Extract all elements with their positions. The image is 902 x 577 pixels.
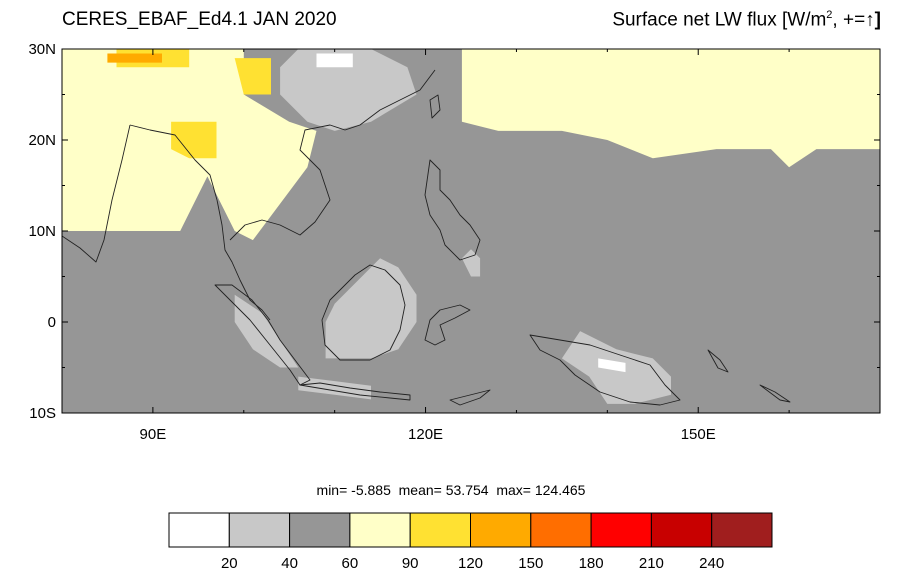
region-1	[461, 49, 880, 168]
latitude-axis: 30N 20N 10N 0 10S	[28, 41, 880, 422]
colorbar-label: 240	[699, 555, 724, 572]
colorbar-box	[168, 512, 230, 548]
coastline-sulawesi	[424, 304, 471, 346]
coastline-taiwan	[429, 94, 441, 119]
stats-min-label: min=	[316, 482, 348, 498]
colorbar-label: 20	[221, 555, 238, 572]
lat-tick-label: 30N	[28, 41, 56, 58]
lat-tick-label: 10N	[28, 223, 56, 240]
variable-title-superscript: 2	[826, 9, 833, 21]
stats-mean-value: 53.754	[445, 482, 489, 498]
colorbar-box	[711, 512, 773, 548]
colorbar-label: 90	[402, 555, 419, 572]
lon-tick-label: 120E	[408, 426, 443, 443]
colorbar-box	[349, 512, 411, 548]
variable-title-suffix: , +=	[832, 9, 866, 31]
colorbar-box	[650, 512, 713, 548]
variable-title-prefix: Surface net LW flux [W/m	[612, 9, 827, 31]
region-13	[598, 358, 626, 373]
lat-tick-label: 20N	[28, 132, 56, 149]
colorbar-box	[289, 512, 351, 548]
coastline-sumatra	[214, 284, 311, 386]
coastline-indochina	[229, 69, 436, 241]
up-arrow-icon: ↑	[865, 9, 875, 31]
region-2	[171, 121, 217, 159]
region-11	[461, 249, 481, 277]
region-6	[280, 49, 417, 131]
coastline-bay-of-bengal-north	[129, 124, 218, 201]
lat-tick-label: 0	[48, 314, 56, 331]
stats-max-label: max=	[496, 482, 531, 498]
stats-max-value: 124.465	[534, 482, 586, 498]
lon-tick-label: 90E	[140, 426, 167, 443]
longitude-axis: 90E 120E 150E	[140, 49, 790, 443]
variable-title-close: ]	[874, 9, 881, 31]
lat-tick-label: 10S	[29, 405, 56, 422]
colorbar-box	[530, 512, 592, 548]
coastline-myanmar-malay	[216, 199, 271, 321]
coastline-philippines	[424, 159, 481, 261]
coastline-java	[299, 382, 411, 401]
lon-tick-label: 150E	[681, 426, 716, 443]
coastline-timor	[449, 389, 491, 406]
colorbar-box	[590, 512, 652, 548]
region-12	[316, 53, 353, 68]
coastline-new-guinea	[529, 334, 681, 406]
colorbar-label: 210	[639, 555, 664, 572]
colorbar-label: 120	[458, 555, 483, 572]
map-title: CERES_EBAF_Ed4.1 JAN 2020	[62, 9, 337, 30]
region-7	[325, 258, 417, 359]
coastline-solomon	[759, 384, 791, 403]
colorbar-box	[228, 512, 291, 548]
colorbar-box	[470, 512, 532, 548]
coastline-borneo	[321, 264, 406, 361]
stats-mean-label: mean=	[398, 482, 442, 498]
variable-title: Surface net LW flux [W/m2, +=↑]	[612, 9, 881, 31]
coastlines	[62, 69, 791, 406]
region-5	[107, 53, 162, 63]
region-3	[234, 58, 271, 95]
stats-line: min= -5.885 mean= 53.754 max= 124.465	[0, 482, 902, 498]
stats-min-value: -5.885	[351, 482, 391, 498]
colorbar-label: 150	[518, 555, 543, 572]
coastline-india	[62, 124, 131, 263]
colorbar-box	[409, 512, 472, 548]
colorbar: 20 40 60 90 120 150 180 210 240	[168, 512, 773, 572]
flux-regions	[62, 49, 880, 404]
colorbar-label: 40	[281, 555, 298, 572]
region-9	[234, 294, 299, 368]
colorbar-label: 180	[579, 555, 604, 572]
colorbar-label: 60	[342, 555, 359, 572]
coastline-new-britain	[707, 349, 729, 373]
